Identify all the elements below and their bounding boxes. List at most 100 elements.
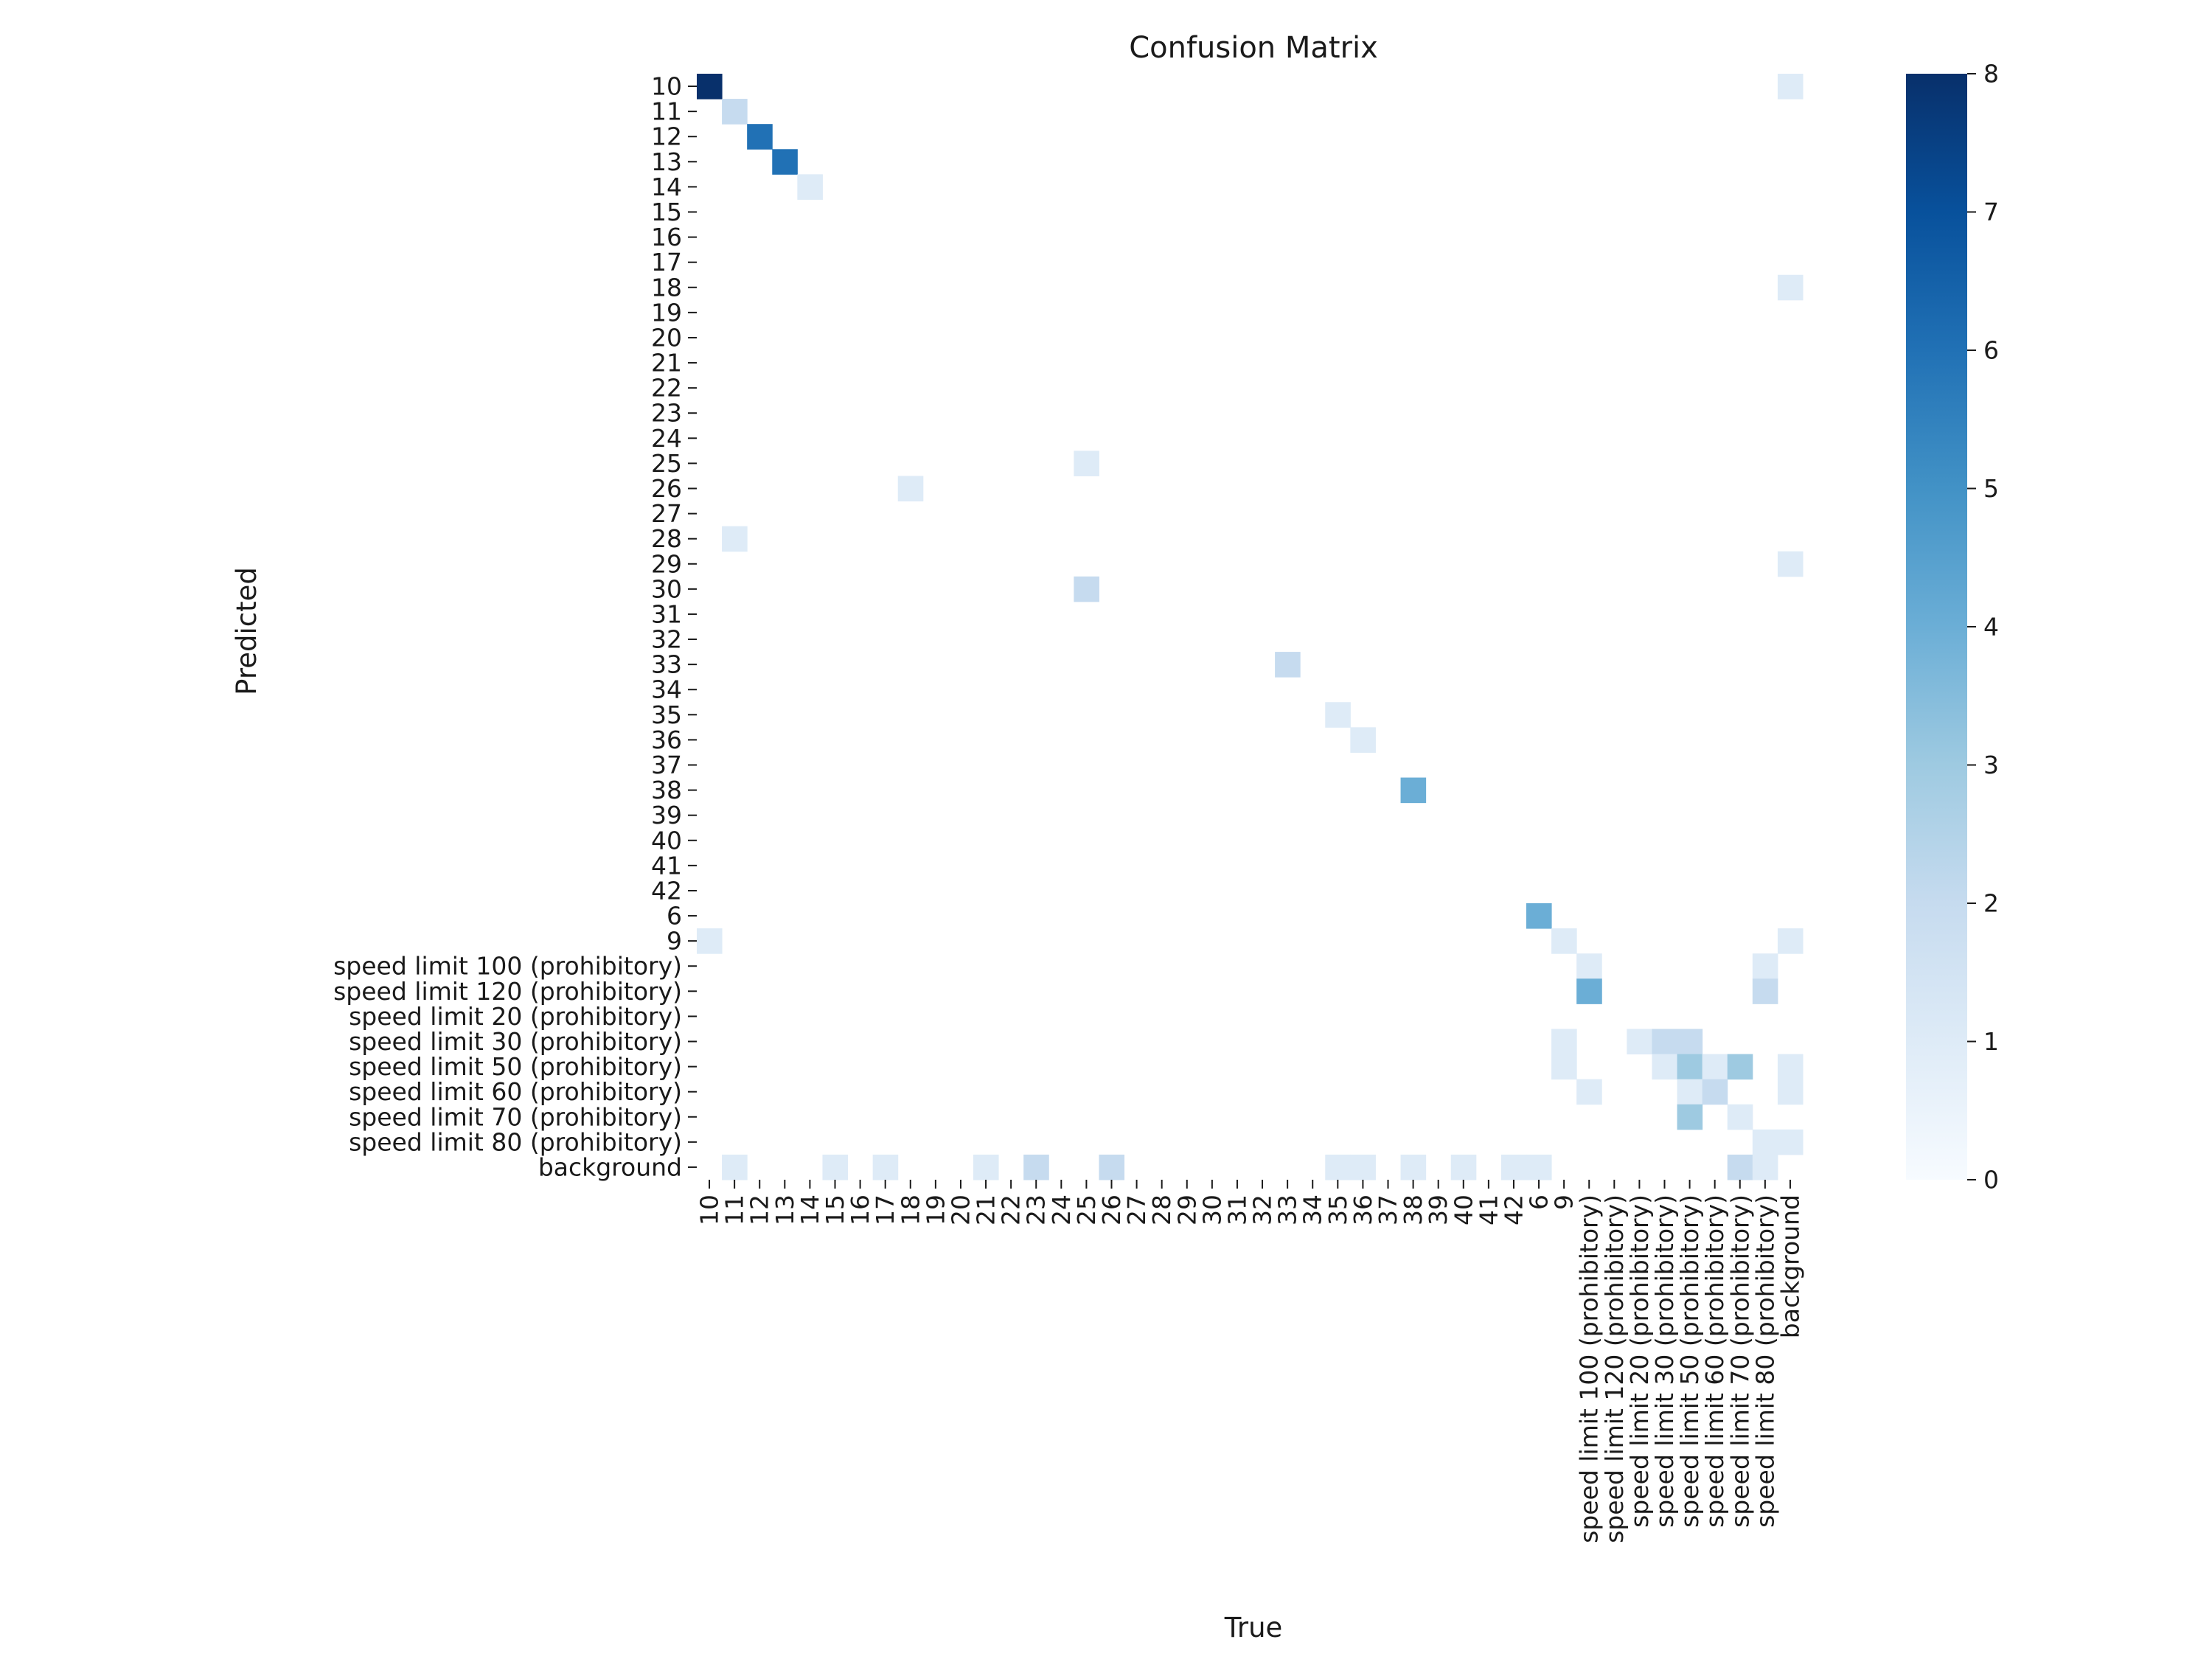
heatmap-cell — [1702, 1054, 1728, 1080]
y-tick-label: 34 — [651, 675, 682, 704]
y-tick-label: 41 — [651, 851, 682, 880]
x-tick-label: speed limit 80 (prohibitory) — [1750, 1194, 1779, 1528]
y-tick-label: speed limit 60 (prohibitory) — [349, 1077, 682, 1106]
y-tick-label: 21 — [651, 349, 682, 378]
x-tick-label: 21 — [972, 1194, 1001, 1225]
y-axis-ticks: 1011121314151617181920212223242526272829… — [333, 72, 697, 1181]
x-tick-label: 33 — [1273, 1194, 1302, 1225]
heatmap-cell — [1652, 1054, 1678, 1080]
y-tick-label: speed limit 50 (prohibitory) — [349, 1052, 682, 1081]
x-tick-label: speed limit 120 (prohibitory) — [1600, 1194, 1629, 1543]
heatmap-cell — [1777, 274, 1804, 301]
y-tick-label: 39 — [651, 801, 682, 830]
x-tick-label: 26 — [1097, 1194, 1126, 1225]
x-tick-label: speed limit 70 (prohibitory) — [1725, 1194, 1754, 1528]
heatmap-cell — [822, 1154, 849, 1180]
heatmap-cell — [1702, 1079, 1728, 1105]
colorbar-tick-label: 7 — [1983, 198, 1999, 226]
heatmap-cell — [1450, 1154, 1477, 1180]
x-tick-label: background — [1775, 1194, 1804, 1338]
x-tick-label: 25 — [1072, 1194, 1101, 1225]
y-tick-label: 25 — [651, 449, 682, 478]
heatmap-cell — [1099, 1154, 1125, 1180]
x-tick-label: 32 — [1248, 1194, 1277, 1225]
heatmap-cell — [722, 99, 748, 125]
x-tick-label: 38 — [1399, 1194, 1427, 1225]
x-tick-label: 13 — [771, 1194, 799, 1225]
heatmap-cell — [1677, 1029, 1703, 1055]
x-tick-label: 16 — [846, 1194, 874, 1225]
x-tick-label: 30 — [1197, 1194, 1226, 1225]
y-tick-label: 26 — [651, 474, 682, 503]
colorbar: 0 1 2 3 4 5 6 7 8 — [1906, 60, 1999, 1194]
x-tick-label: 6 — [1525, 1194, 1554, 1210]
heatmap-cell — [1777, 1129, 1804, 1155]
colorbar-gradient — [1906, 74, 1967, 1180]
x-tick-label: speed limit 50 (prohibitory) — [1675, 1194, 1704, 1528]
heatmap-cell — [1074, 576, 1099, 602]
heatmap-cell — [1400, 777, 1427, 804]
x-tick-label: 17 — [871, 1194, 900, 1225]
x-tick-label: 42 — [1499, 1194, 1528, 1225]
x-tick-label: 12 — [745, 1194, 774, 1225]
heatmap-cell — [1777, 551, 1804, 577]
heatmap-cell — [747, 124, 773, 150]
y-tick-label: 9 — [667, 927, 682, 956]
colorbar-tick-label: 5 — [1983, 474, 1999, 503]
x-tick-label: speed limit 30 (prohibitory) — [1650, 1194, 1679, 1528]
heatmap-cell — [1652, 1029, 1678, 1055]
x-tick-label: speed limit 60 (prohibitory) — [1700, 1194, 1729, 1528]
heatmap-cell — [1576, 1079, 1602, 1105]
x-axis-ticks: 1011121314151617181920212223242526272829… — [695, 1180, 1804, 1543]
colorbar-ticks: 0 1 2 3 4 5 6 7 8 — [1967, 60, 1999, 1194]
heatmap-cell — [1500, 1154, 1527, 1180]
heatmap-cell — [1677, 1104, 1703, 1130]
heatmap-cell — [872, 1154, 899, 1180]
x-tick-label: speed limit 100 (prohibitory) — [1575, 1194, 1604, 1543]
y-tick-label: speed limit 70 (prohibitory) — [349, 1102, 682, 1131]
heatmap-cell — [1727, 1104, 1753, 1130]
chart-title: Confusion Matrix — [1129, 31, 1378, 65]
heatmap-cell — [1727, 1054, 1753, 1080]
y-tick-label: 37 — [651, 751, 682, 779]
y-tick-label: 28 — [651, 524, 682, 553]
y-tick-label: 27 — [651, 499, 682, 528]
heatmap-cell — [797, 174, 823, 200]
x-tick-label: 11 — [720, 1194, 749, 1225]
y-tick-label: 10 — [651, 72, 682, 101]
heatmap-cell — [697, 74, 723, 100]
y-tick-label: 23 — [651, 399, 682, 428]
x-axis-label: True — [1224, 1612, 1283, 1644]
x-tick-label: 23 — [1022, 1194, 1051, 1225]
x-tick-label: 37 — [1374, 1194, 1402, 1225]
y-tick-label: 22 — [651, 374, 682, 403]
heatmap-cell — [1777, 1054, 1804, 1080]
heatmap-cell — [1526, 1154, 1552, 1180]
y-tick-label: 30 — [651, 574, 682, 603]
x-tick-label: 24 — [1047, 1194, 1076, 1225]
x-tick-label: 22 — [997, 1194, 1026, 1225]
colorbar-tick-label: 3 — [1983, 751, 1999, 779]
y-tick-label: 19 — [651, 298, 682, 327]
y-tick-label: 11 — [651, 97, 682, 126]
heatmap-cell — [1350, 727, 1376, 753]
heatmap-cell — [1576, 953, 1602, 979]
colorbar-tick-label: 1 — [1983, 1027, 1999, 1056]
heatmap-cell — [1400, 1154, 1427, 1180]
x-tick-label: 34 — [1298, 1194, 1327, 1225]
y-tick-label: 35 — [651, 700, 682, 729]
y-tick-label: 32 — [651, 625, 682, 654]
heatmap-cell — [1777, 1079, 1804, 1105]
y-tick-label: 40 — [651, 826, 682, 855]
heatmap-grid — [697, 74, 1804, 1180]
heatmap-cell — [1752, 953, 1778, 979]
colorbar-tick-label: 6 — [1983, 336, 1999, 365]
y-tick-label: background — [538, 1152, 682, 1181]
y-tick-label: speed limit 100 (prohibitory) — [333, 952, 682, 981]
heatmap-cell — [1325, 702, 1351, 728]
y-tick-label: 24 — [651, 424, 682, 453]
y-tick-label: 38 — [651, 776, 682, 804]
x-tick-label: 39 — [1424, 1194, 1453, 1225]
x-tick-label: 10 — [695, 1194, 724, 1225]
